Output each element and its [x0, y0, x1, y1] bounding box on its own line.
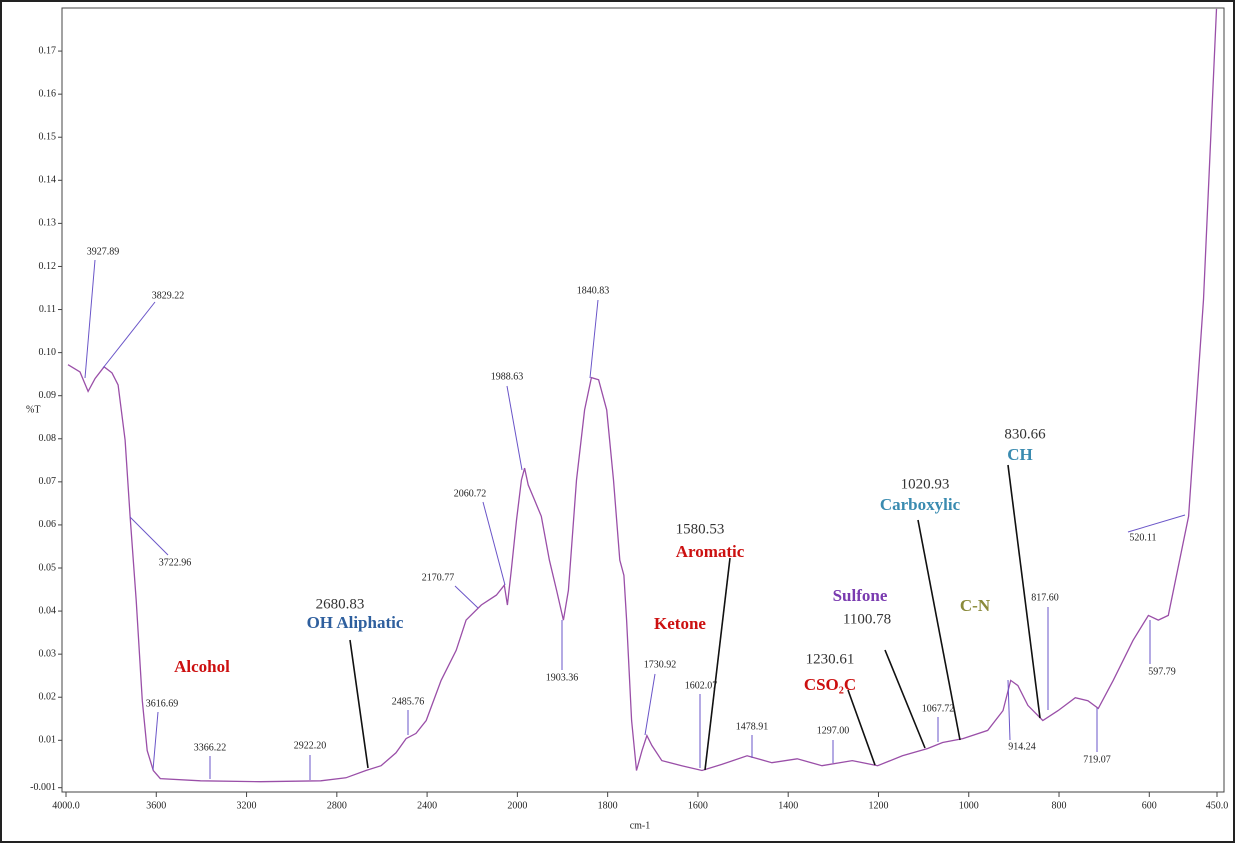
y-tick-label: 0.02	[39, 692, 57, 703]
y-tick-label: 0.10	[39, 347, 57, 358]
peak-pointer	[129, 516, 169, 556]
group-label: Aromatic	[676, 542, 745, 561]
y-tick-label: 0.17	[39, 45, 57, 56]
x-tick-label: 3200	[237, 800, 257, 811]
x-tick-label: 600	[1142, 800, 1157, 811]
band-pointer	[1007, 464, 1041, 719]
band-label: 1580.53	[676, 521, 725, 537]
x-tick-label: 1200	[868, 800, 888, 811]
peak-label: 1840.83	[577, 285, 610, 296]
peak-label: 1297.00	[817, 725, 850, 736]
x-tick-label: 1000	[959, 800, 979, 811]
band-label: 1020.93	[901, 476, 950, 492]
band-pointer	[884, 649, 926, 749]
peak-label: 3366.22	[194, 742, 227, 753]
group-label: Sulfone	[833, 586, 888, 605]
x-tick-label: 2000	[507, 800, 527, 811]
group-label: Carboxylic	[880, 495, 961, 514]
peak-pointer	[1007, 679, 1011, 741]
peak-pointer	[454, 585, 479, 609]
peak-pointer	[102, 301, 156, 369]
peak-label: 914.24	[1008, 741, 1036, 752]
peak-label: 1903.36	[546, 672, 579, 683]
peak-pointer	[84, 259, 96, 379]
band-label: 1100.78	[843, 611, 891, 627]
x-tick-label: 4000.0	[52, 800, 80, 811]
spectrum-line	[67, 8, 1218, 783]
peak-label: 817.60	[1031, 592, 1059, 603]
y-tick-label: 0.04	[39, 605, 57, 616]
peak-pointer	[644, 673, 656, 736]
x-tick-label: 450.0	[1206, 800, 1229, 811]
peak-label: 3927.89	[87, 246, 120, 257]
band-pointer	[704, 557, 731, 771]
band-label: 830.66	[1004, 426, 1046, 442]
y-tick-label: 0.01	[39, 735, 57, 746]
x-tick-label: 1600	[688, 800, 708, 811]
group-label: C-N	[960, 596, 991, 615]
y-tick-label: 0.14	[39, 175, 57, 186]
peak-label: 1602.07	[685, 680, 718, 691]
y-tick-label: 0.05	[39, 562, 57, 573]
peak-label: 719.07	[1083, 754, 1111, 765]
y-axis-label: %T	[26, 404, 40, 415]
x-tick-label: 2800	[327, 800, 347, 811]
x-tick-label: 3600	[146, 800, 166, 811]
y-tick-label: 0.09	[39, 390, 57, 401]
group-label: CH	[1007, 445, 1033, 464]
peak-label: 1478.91	[736, 721, 769, 732]
peak-label: 1988.63	[491, 371, 524, 382]
peak-pointer	[482, 501, 506, 586]
y-tick-label: 0.15	[39, 132, 57, 143]
x-axis-label: cm-1	[630, 820, 651, 831]
peak-pointer	[152, 711, 159, 771]
group-label: CSO₂C	[804, 675, 856, 694]
x-tick-label: 800	[1052, 800, 1067, 811]
peak-pointer	[589, 299, 599, 379]
band-label: 1230.61	[806, 651, 855, 667]
y-tick-label: -0.001	[30, 782, 56, 793]
peak-label: 2170.77	[422, 572, 455, 583]
peak-label: 3722.96	[159, 557, 192, 568]
group-label: Alcohol	[174, 657, 230, 676]
group-label: OH Aliphatic	[307, 613, 404, 632]
peak-label: 597.79	[1148, 666, 1176, 677]
plot-area	[61, 7, 1225, 793]
y-tick-label: 0.03	[39, 648, 57, 659]
group-label: Ketone	[654, 614, 706, 633]
y-tick-label: 0.06	[39, 519, 57, 530]
x-tick-label: 1400	[778, 800, 798, 811]
peak-label: 1067.72	[922, 703, 955, 714]
y-tick-label: 0.12	[39, 261, 57, 272]
peak-pointer	[506, 385, 523, 471]
x-tick-label: 1800	[598, 800, 618, 811]
band-pointer	[349, 639, 369, 769]
y-tick-label: 0.07	[39, 476, 57, 487]
band-pointer	[917, 519, 961, 741]
peak-label: 1730.92	[644, 659, 677, 670]
peak-pointer	[1127, 514, 1186, 533]
x-tick-label: 2400	[417, 800, 437, 811]
y-tick-label: 0.16	[39, 88, 57, 99]
y-tick-label: 0.11	[39, 304, 56, 315]
peak-label: 2922.20	[294, 740, 327, 751]
peak-label: 3616.69	[146, 698, 179, 709]
y-tick-label: 0.13	[39, 218, 57, 229]
peak-label: 2060.72	[454, 488, 487, 499]
y-tick-label: 0.08	[39, 433, 57, 444]
peak-label: 3829.22	[152, 290, 185, 301]
peak-label: 2485.76	[392, 696, 425, 707]
band-label: 2680.83	[316, 596, 365, 612]
peak-label: 520.11	[1129, 532, 1156, 543]
band-pointer	[847, 689, 876, 766]
